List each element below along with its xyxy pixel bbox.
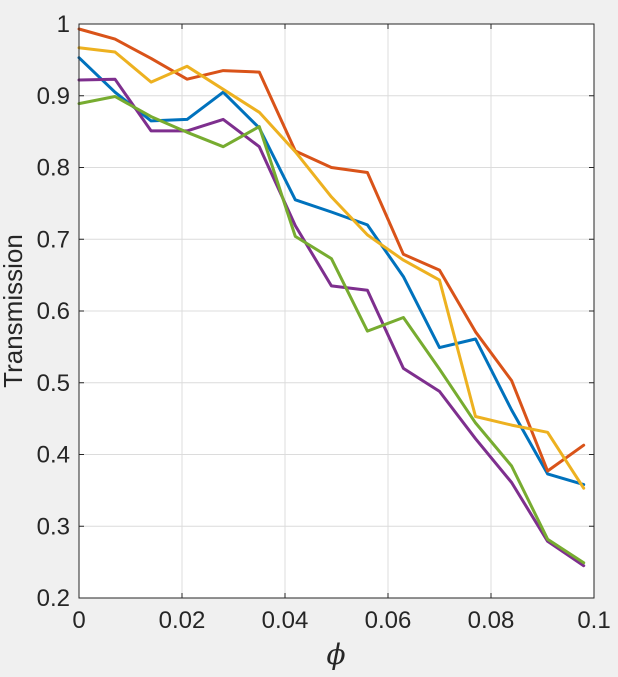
y-tick-label: 0.2 [37, 585, 70, 612]
series-lines [77, 27, 586, 568]
y-tick-label: 0.3 [37, 513, 70, 540]
x-tick-label: 0.06 [365, 607, 412, 634]
series-line-5 [77, 95, 586, 565]
series-line-4 [77, 77, 586, 568]
axis-ticks: 0 0.02 0.04 0.06 0.08 0.1 0.2 0.3 0.4 0.5 0.6 0.7 0.… [37, 11, 611, 634]
y-tick-label: 0.9 [37, 83, 70, 110]
x-tick-label: 0 [72, 607, 85, 634]
y-tick-label: 0.7 [37, 226, 70, 253]
x-tick-label: 0.02 [159, 607, 206, 634]
y-tick-label: 0.4 [37, 442, 70, 469]
x-tick-label: 0.1 [577, 607, 610, 634]
series-line-2 [77, 27, 586, 473]
x-tick-label: 0.08 [468, 607, 515, 634]
y-tick-label: 0.8 [37, 155, 70, 182]
y-tick-label: 1 [57, 11, 70, 38]
series-line-3 [77, 46, 586, 490]
x-tick-label: 0.04 [262, 607, 309, 634]
x-axis-label: ϕ [326, 638, 345, 671]
y-tick-label: 0.6 [37, 298, 70, 325]
y-tick-label: 0.5 [37, 370, 70, 397]
y-axis-label: Transmission [0, 234, 28, 388]
